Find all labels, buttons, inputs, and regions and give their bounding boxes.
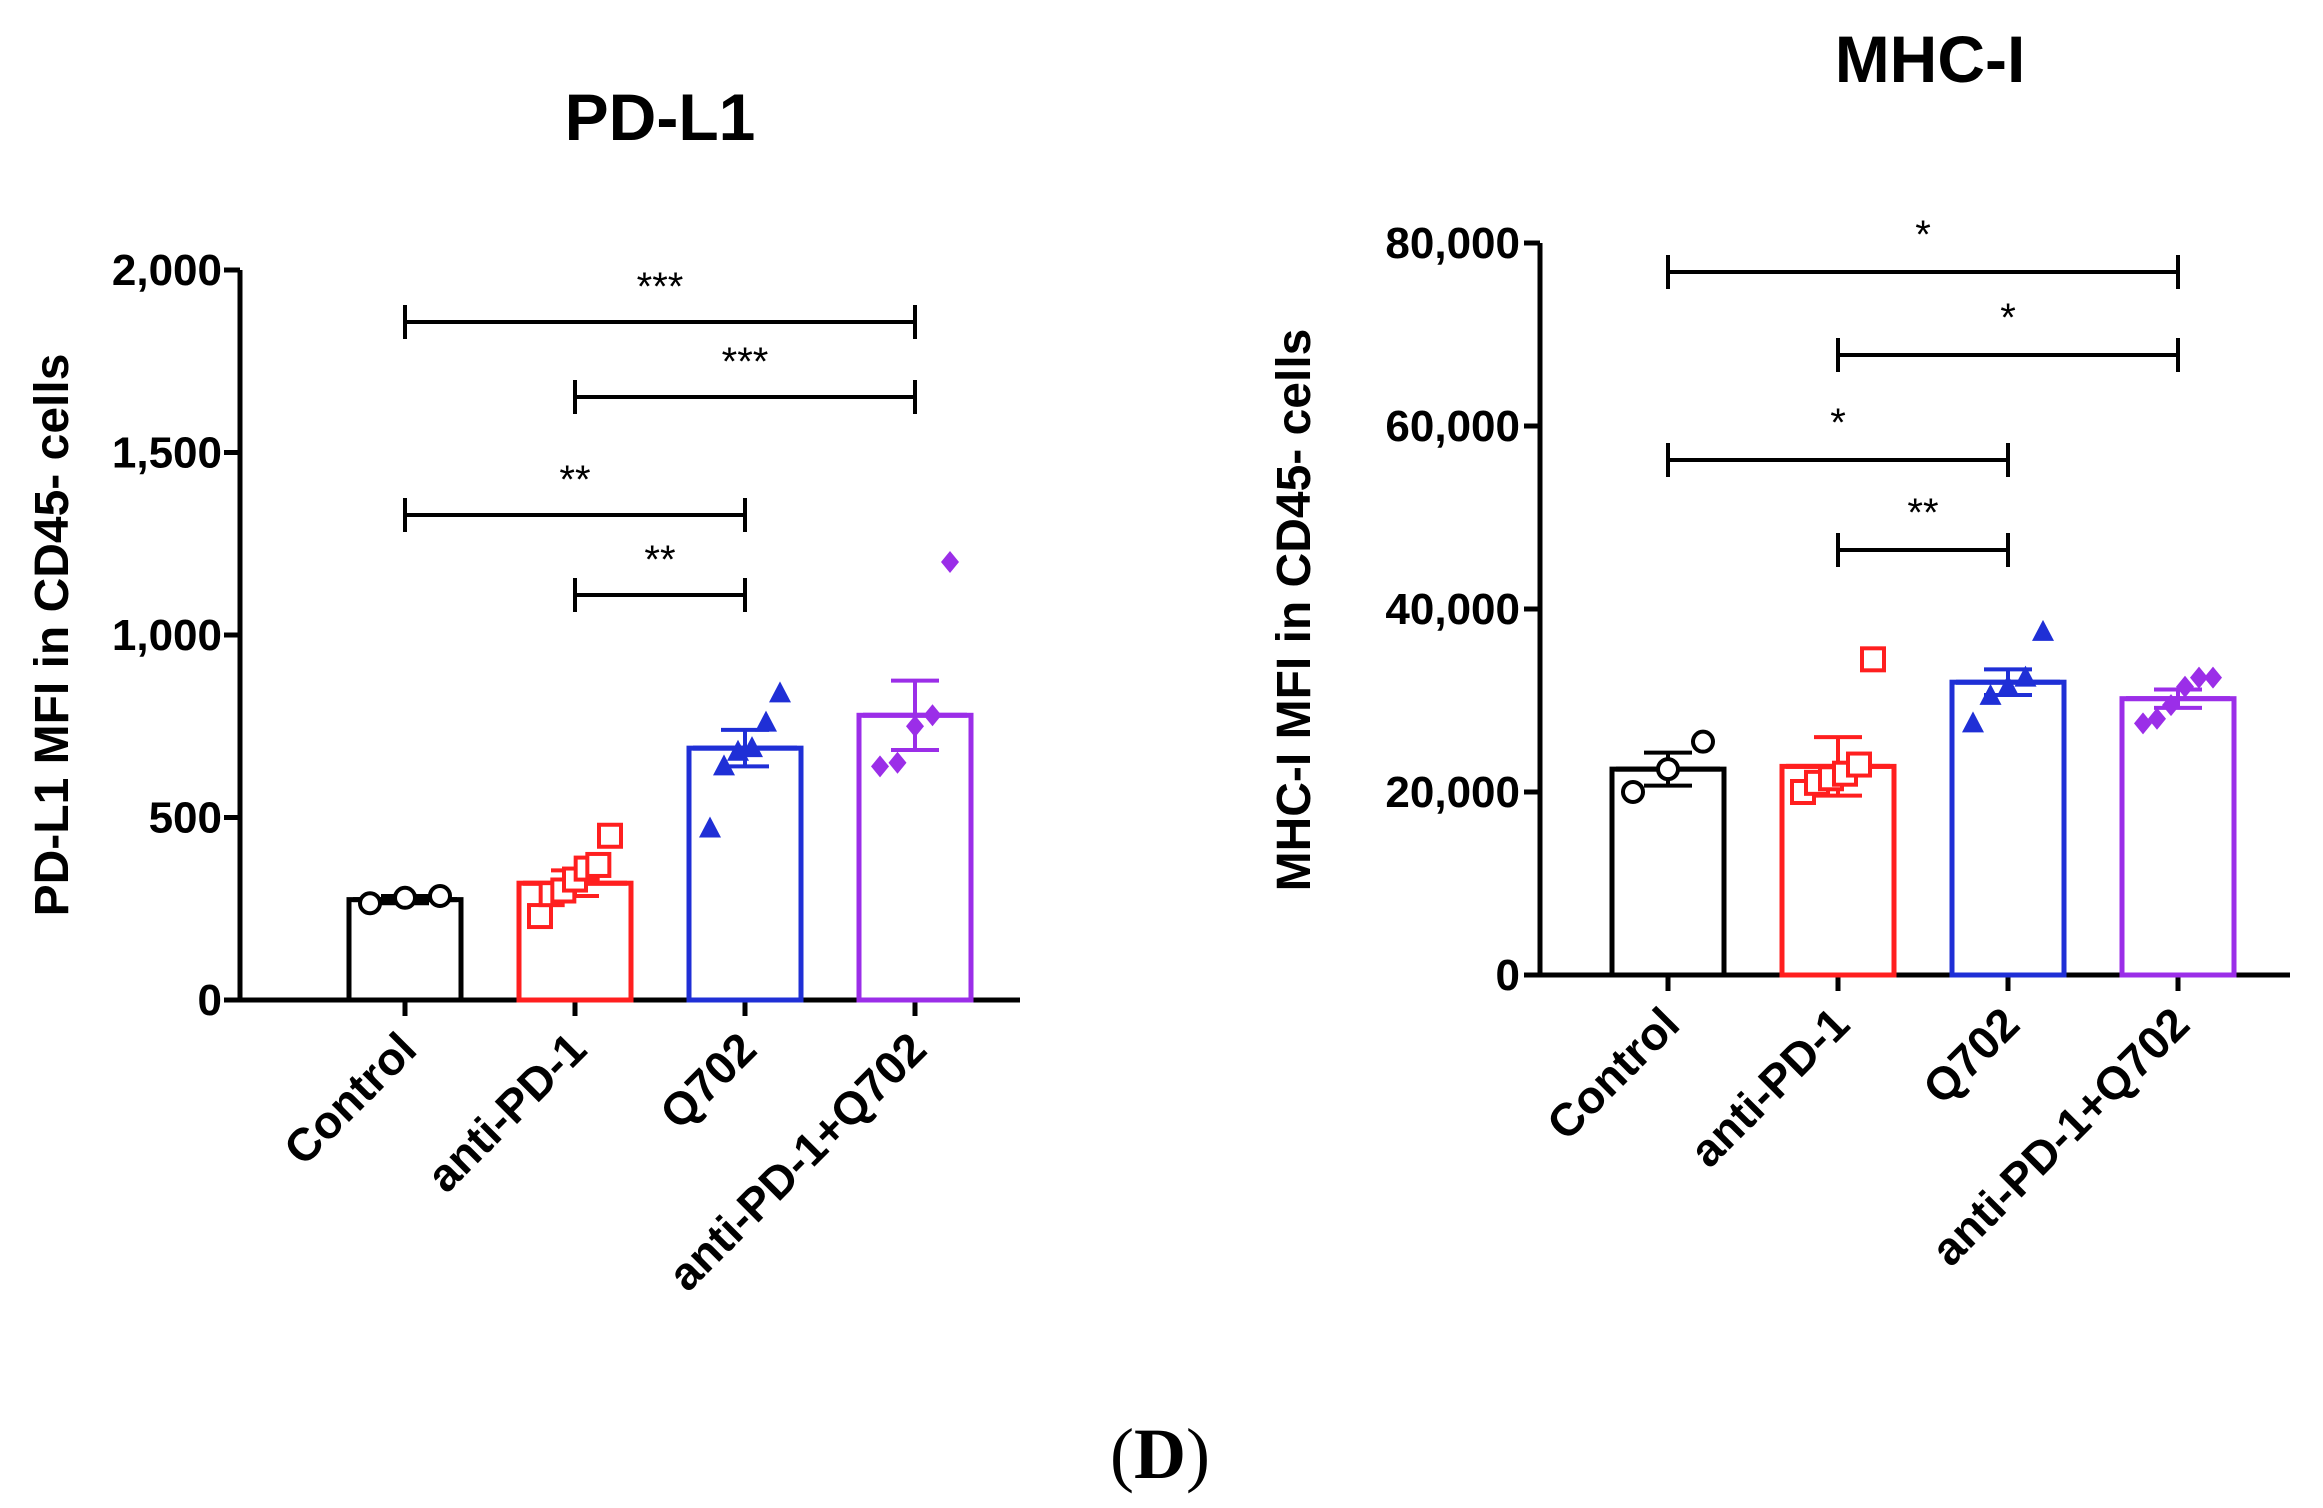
bar-control xyxy=(346,897,464,1003)
chart-title: PD-L1 xyxy=(565,80,756,154)
data-point xyxy=(2162,694,2180,717)
data-point xyxy=(1997,674,2019,696)
panel-label: (D) xyxy=(1110,1414,1210,1494)
x-tick-label: Control xyxy=(274,1022,426,1174)
significance-bracket: * xyxy=(1666,213,2180,289)
significance-bracket: *** xyxy=(573,340,917,414)
x-tick-label: anti-PD-1 xyxy=(417,1022,597,1202)
bar-anti-pd-1-q702 xyxy=(2119,696,2237,978)
data-point xyxy=(358,891,382,916)
data-point xyxy=(1846,751,1872,778)
significance-bracket: * xyxy=(1666,401,2010,477)
significance-bracket: ** xyxy=(1836,491,2010,567)
significance-bracket: * xyxy=(1836,296,2180,372)
data-point xyxy=(923,704,942,727)
bar-q702 xyxy=(686,745,804,1003)
data-point xyxy=(428,883,452,908)
data-point xyxy=(888,751,907,774)
x-tick-label: Control xyxy=(1537,997,1689,1149)
data-point xyxy=(1621,780,1645,804)
data-point xyxy=(2204,666,2222,689)
significance-label: ** xyxy=(1907,491,1938,535)
data-point xyxy=(393,885,417,910)
data-point xyxy=(769,681,791,703)
panel-label-letter: D xyxy=(1134,1414,1186,1494)
chart-2: MHC-I MHC-I MFI in CD45- cells 0 20,000 40,0… xyxy=(1268,22,2290,1275)
data-point xyxy=(741,736,763,758)
significance-label: ** xyxy=(559,458,590,502)
data-point xyxy=(941,551,959,573)
significance-label: * xyxy=(1830,401,1846,445)
data-point xyxy=(527,903,553,930)
y-tick-label: 1,000 xyxy=(112,611,222,660)
panel-label-close: ) xyxy=(1186,1414,1210,1494)
x-tick-label: Q702 xyxy=(650,1022,766,1138)
bar-anti-pd-1-q702 xyxy=(856,712,974,1003)
data-point xyxy=(1979,683,2002,705)
y-tick-label: 60,000 xyxy=(1385,402,1520,451)
y-tick-label: 0 xyxy=(1496,951,1520,1000)
significance-label: * xyxy=(2000,296,2016,340)
data-point xyxy=(699,816,721,838)
data-point xyxy=(2134,712,2152,735)
x-tick-label: anti-PD-1 xyxy=(1680,997,1860,1177)
data-point xyxy=(713,754,735,776)
data-point xyxy=(1656,757,1680,782)
significance-bracket: *** xyxy=(403,265,917,339)
data-point xyxy=(2148,707,2166,730)
data-point xyxy=(2014,665,2037,687)
y-tick-label: 80,000 xyxy=(1385,219,1520,268)
significance-bracket: ** xyxy=(573,538,747,612)
data-point xyxy=(597,822,623,849)
data-point xyxy=(2032,619,2054,641)
chart-title: MHC-I xyxy=(1835,22,2026,96)
y-tick-label: 1,500 xyxy=(112,429,222,478)
data-point xyxy=(2190,666,2208,689)
chart-1: PD-L1 PD-L1 MFI in CD45- cells 0 500 1,000 1,… xyxy=(26,80,1020,1300)
data-point xyxy=(871,755,889,778)
panel-label-open: ( xyxy=(1110,1414,1134,1494)
significance-label: ** xyxy=(644,538,675,582)
data-point xyxy=(2176,675,2194,698)
significance-label: *** xyxy=(637,265,684,309)
y-tick-label: 500 xyxy=(149,794,222,843)
significance-bracket: ** xyxy=(403,458,747,532)
y-axis-label: PD-L1 MFI in CD45- cells xyxy=(26,354,79,917)
significance-label: *** xyxy=(722,340,769,384)
y-tick-label: 20,000 xyxy=(1385,768,1520,817)
data-point xyxy=(906,715,924,738)
data-point xyxy=(585,851,612,878)
significance-label: * xyxy=(1915,213,1931,257)
data-point xyxy=(755,710,777,732)
y-tick-label: 40,000 xyxy=(1385,585,1520,634)
y-axis-label: MHC-I MFI in CD45- cells xyxy=(1268,329,1321,892)
y-tick-label: 0 xyxy=(198,976,222,1025)
data-point xyxy=(1962,711,1984,733)
data-point xyxy=(1691,729,1715,754)
x-tick-label: Q702 xyxy=(1913,997,2029,1113)
data-point xyxy=(1860,646,1886,673)
y-tick-label: 2,000 xyxy=(112,246,222,295)
